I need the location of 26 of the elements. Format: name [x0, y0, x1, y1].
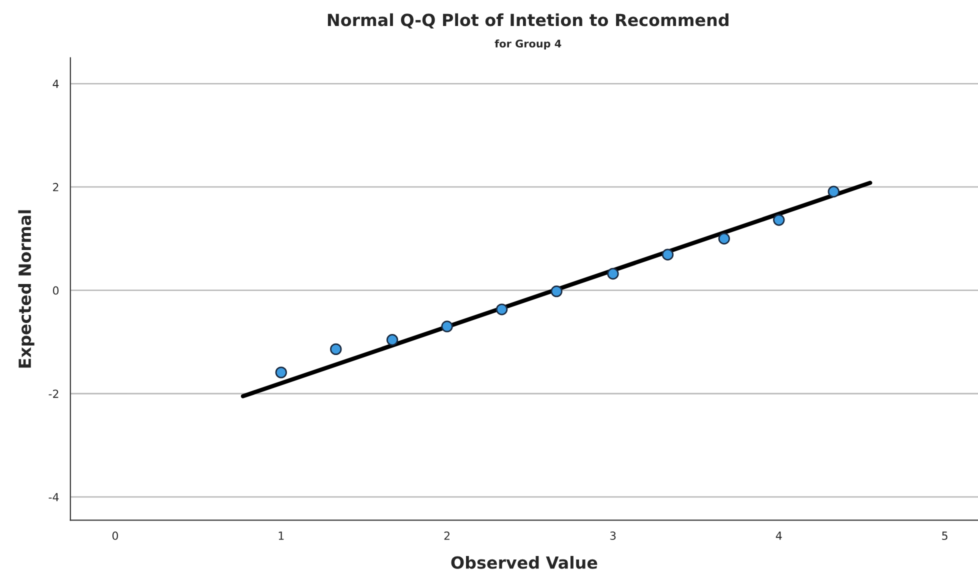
chart-title: Normal Q-Q Plot of Intetion to Recommend [328, 13, 728, 28]
y-tick-label: -2 [48, 390, 58, 398]
chart-subtitle: for Group 4 [494, 39, 562, 50]
x-tick-label: 0 [112, 532, 118, 540]
x-axis-title: Observed Value [451, 556, 598, 569]
x-tick-label: 2 [444, 532, 450, 540]
point [773, 214, 785, 226]
point [386, 334, 398, 346]
x-tick-label: 3 [610, 532, 616, 540]
point [275, 366, 287, 378]
x-tick-label: 5 [942, 532, 948, 540]
y-tick-label: 0 [52, 286, 59, 295]
x-tick-label: 1 [278, 532, 284, 540]
y-axis-title: Expected Normal [18, 210, 34, 368]
point [828, 186, 840, 198]
point [662, 248, 674, 260]
y-tick-label: -4 [48, 493, 59, 502]
point [330, 343, 342, 356]
point [550, 285, 562, 298]
point [441, 320, 453, 332]
y-tick-label: 2 [53, 182, 58, 192]
point [718, 232, 730, 244]
point [607, 268, 619, 280]
x-tick-label: 4 [776, 532, 782, 540]
point [496, 304, 508, 316]
y-tick-label: 4 [52, 80, 59, 88]
